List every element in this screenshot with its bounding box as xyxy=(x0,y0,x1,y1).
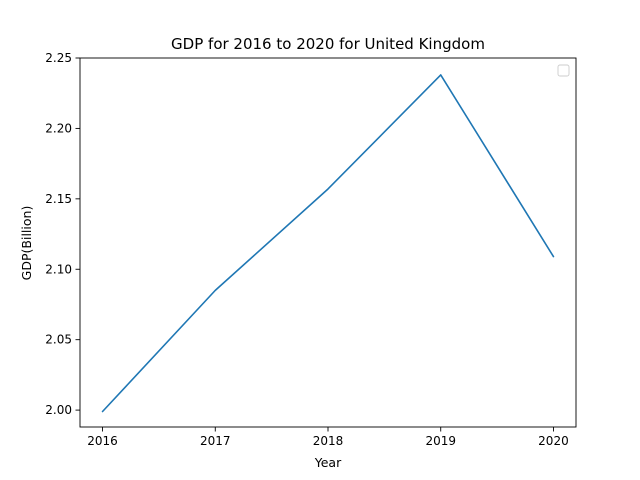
y-axis-label: GDP(Billion) xyxy=(19,206,34,281)
x-tick-label: 2016 xyxy=(87,434,118,448)
x-tick-label: 2020 xyxy=(538,434,569,448)
y-tick-label: 2.25 xyxy=(45,51,72,65)
chart-title: GDP for 2016 to 2020 for United Kingdom xyxy=(171,35,485,53)
x-tick-label: 2018 xyxy=(313,434,344,448)
y-tick-label: 2.20 xyxy=(45,121,72,135)
x-tick-label: 2019 xyxy=(425,434,456,448)
y-tick-label: 2.00 xyxy=(45,403,72,417)
plot-area: 2016 2017 2018 2019 2020 2.00 2.05 2.10 2.15 2.20… xyxy=(45,51,577,448)
y-tick-label: 2.15 xyxy=(45,192,72,206)
legend-box xyxy=(557,64,570,77)
y-tick-label: 2.10 xyxy=(45,262,72,276)
x-axis-label: Year xyxy=(314,455,342,470)
axes-frame xyxy=(79,57,577,428)
y-tick-label: 2.05 xyxy=(45,333,72,347)
series-line xyxy=(101,74,555,413)
x-tick-label: 2017 xyxy=(200,434,231,448)
